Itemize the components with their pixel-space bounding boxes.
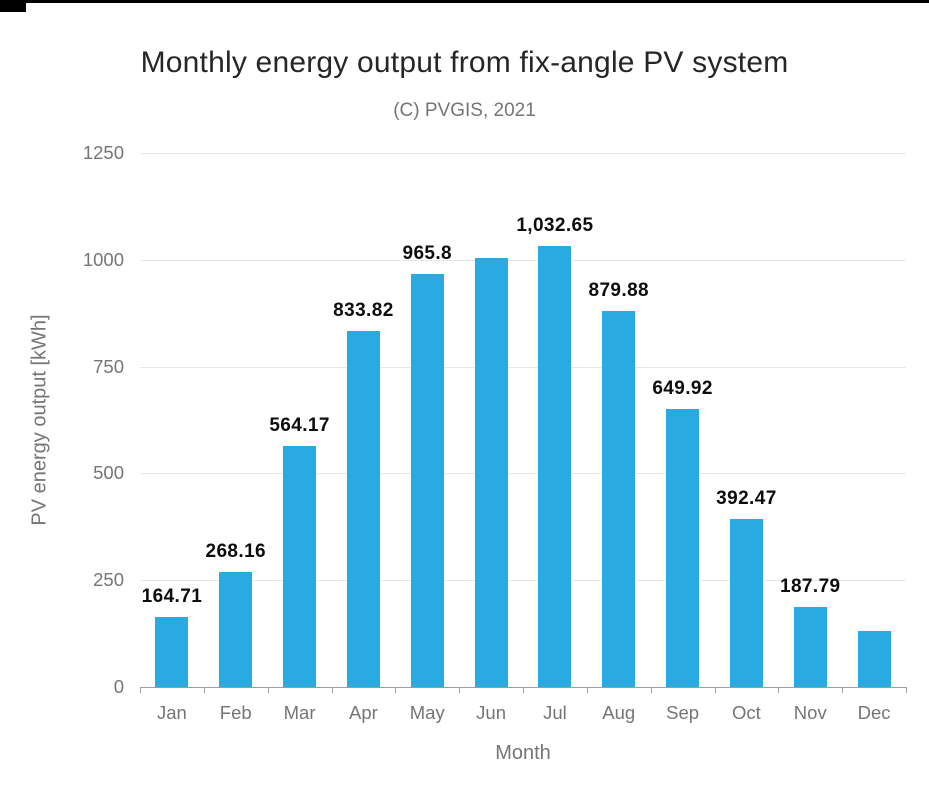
axis-tick-mark [267, 687, 269, 693]
x-tick-label: Jan [156, 702, 187, 723]
gridline [140, 366, 906, 368]
bar-value-label: 879.88 [588, 280, 650, 302]
x-tick-label: May [409, 702, 445, 723]
gridline [140, 473, 906, 475]
gridline [140, 153, 906, 154]
y-tick-label: 750 [93, 355, 124, 377]
y-tick-label: 500 [93, 462, 124, 484]
x-tick-label: Dec [857, 702, 891, 723]
axis-tick-mark [395, 687, 397, 693]
screen-edge-artifact-corner [0, 0, 26, 12]
x-tick-label: Jun [476, 702, 506, 723]
bar-value-label: 965.8 [402, 243, 453, 265]
axis-tick-mark [203, 687, 205, 693]
axis-tick-mark [714, 687, 716, 693]
bar-may[interactable] [410, 274, 444, 687]
axis-tick-mark [586, 687, 588, 693]
x-tick-label: Jul [543, 702, 567, 723]
axis-tick-mark [523, 687, 524, 693]
bar-sep[interactable] [666, 409, 700, 687]
axis-tick-mark [331, 687, 333, 693]
y-tick-label: 250 [93, 569, 124, 591]
y-axis-tick-labels: 0 250 500 750 1000 1250 [0, 0, 124, 800]
axis-tick-mark [650, 687, 652, 693]
bar-value-label: 268.16 [205, 541, 267, 563]
bar-jun[interactable] [474, 257, 508, 687]
bar-value-label: 164.71 [141, 585, 203, 607]
plot-area: 164.71 268.16 564.17 833.82 965.8 1,032.65 879… [140, 153, 907, 693]
bar-value-label: 187.79 [779, 575, 841, 597]
bar-nov[interactable] [793, 606, 827, 687]
bar-apr[interactable] [346, 330, 380, 687]
x-tick-label: Feb [219, 702, 252, 723]
bar-dec[interactable] [857, 631, 891, 687]
axis-tick-mark [906, 687, 907, 693]
bar-value-label: 392.47 [716, 488, 777, 510]
bar-feb[interactable] [219, 572, 253, 687]
gridline [140, 580, 906, 582]
x-tick-label: Mar [283, 702, 316, 723]
bar-jan[interactable] [155, 616, 189, 687]
bar-jul[interactable] [538, 245, 572, 687]
bar-value-label: 649.92 [652, 378, 713, 400]
bar-value-label: 1,032.65 [516, 214, 594, 236]
axis-tick-mark [140, 687, 141, 693]
x-tick-label: Sep [666, 702, 700, 723]
axis-tick-mark [459, 687, 461, 693]
y-tick-label: 1250 [82, 142, 124, 163]
chart-title: Monthly energy output from fix-angle PV … [140, 46, 789, 79]
chart-subtitle: (C) PVGIS, 2021 [393, 100, 536, 121]
x-tick-label: Apr [349, 702, 378, 723]
axis-tick-mark [778, 687, 780, 693]
x-tick-label: Aug [602, 702, 636, 723]
x-axis-title: Month [495, 742, 551, 764]
axis-tick-mark [842, 687, 844, 693]
bar-value-label: 564.17 [269, 415, 330, 436]
y-tick-label: 1000 [82, 248, 124, 270]
gridline [140, 259, 906, 261]
bar-mar[interactable] [283, 446, 317, 687]
bar-aug[interactable] [602, 311, 636, 687]
bar-oct[interactable] [729, 519, 763, 687]
x-tick-label: Nov [793, 702, 827, 723]
x-tick-label: Oct [732, 702, 761, 723]
y-tick-label: 0 [113, 676, 124, 697]
bar-value-label: 833.82 [333, 299, 394, 321]
screen-edge-artifact-top [0, 0, 929, 3]
